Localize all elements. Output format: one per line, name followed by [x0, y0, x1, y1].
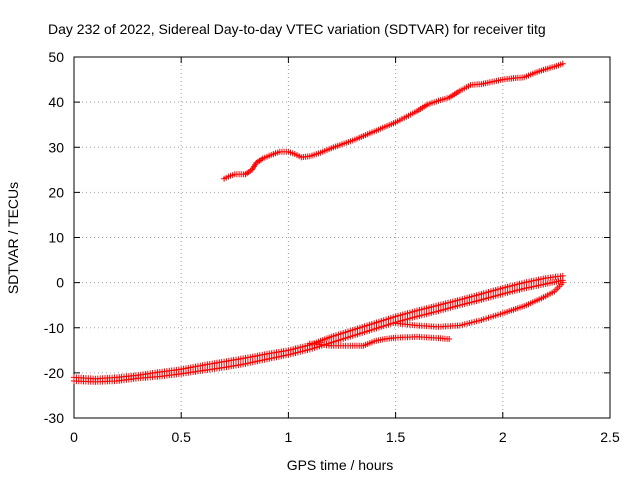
x-tick-label: 1.5 — [386, 429, 406, 445]
plus-markers — [221, 60, 566, 182]
axis-ticks — [73, 56, 611, 419]
y-tick-label: 30 — [48, 139, 64, 155]
x-tick-label: 1 — [285, 429, 293, 445]
series-lower-track-b — [71, 277, 566, 385]
grid — [74, 57, 610, 418]
series-branch-upper-hook — [392, 279, 566, 330]
y-tick-label: -20 — [44, 365, 64, 381]
y-tick-label: 0 — [56, 275, 64, 291]
x-tick-label: 0 — [70, 429, 78, 445]
y-tick-label: 40 — [48, 94, 64, 110]
x-axis-label: GPS time / hours — [287, 457, 394, 473]
plus-markers — [71, 272, 566, 382]
y-tick-label: -10 — [44, 320, 64, 336]
series-branch-lower-hook — [306, 333, 453, 349]
x-tick-label: 0.5 — [171, 429, 191, 445]
series-layer — [71, 60, 566, 385]
series-lower-track-a — [71, 272, 566, 382]
y-tick-label: 10 — [48, 230, 64, 246]
series-upper-track — [221, 60, 566, 182]
x-tick-label: 2 — [499, 429, 507, 445]
y-tick-label: -30 — [44, 410, 64, 426]
y-tick-label: 50 — [48, 49, 64, 65]
y-tick-label: 20 — [48, 184, 64, 200]
plus-markers — [392, 279, 566, 330]
chart-title: Day 232 of 2022, Sidereal Day-to-day VTE… — [48, 21, 546, 37]
plus-markers — [71, 277, 566, 385]
plus-markers — [306, 333, 453, 349]
y-axis-label: SDTVAR / TECUs — [5, 182, 21, 294]
x-tick-label: 2.5 — [600, 429, 620, 445]
